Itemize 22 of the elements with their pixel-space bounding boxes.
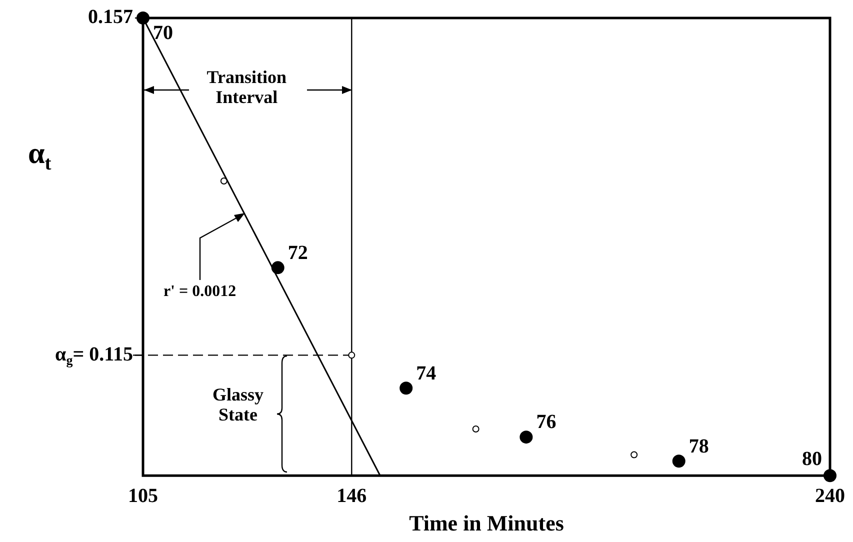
x-tick-label: 105 (128, 484, 158, 507)
y-tick-label: 0.157 (88, 6, 133, 28)
point (472, 426, 480, 433)
x-axis-title: Time in Minutes (409, 510, 564, 536)
point (220, 177, 228, 184)
annotation: 70 (153, 22, 173, 44)
annotation: 80 (802, 448, 822, 470)
annotation: 76 (536, 411, 556, 434)
point (672, 454, 686, 468)
annotation: Glassy State (212, 384, 264, 425)
x-tick-label: 146 (336, 484, 367, 507)
annotation: 72 (288, 242, 308, 264)
point (520, 430, 533, 444)
x-tick-label: 240 (815, 484, 845, 507)
annotation: Transition Interval (206, 66, 286, 107)
annotation: 78 (688, 435, 709, 458)
annotation: 74 (416, 362, 436, 384)
point (271, 261, 284, 274)
point (630, 451, 638, 458)
point (400, 382, 413, 395)
annotation: r' = 0.0012 (163, 282, 236, 300)
point (348, 352, 356, 359)
